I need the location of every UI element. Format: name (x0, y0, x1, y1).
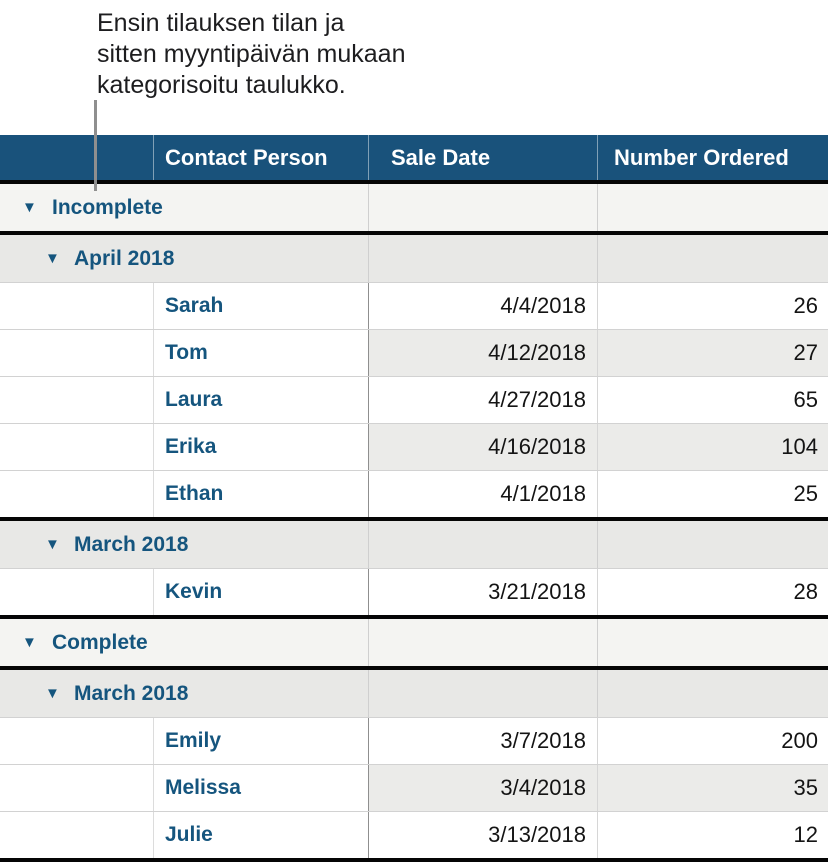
callout-pointer-line (94, 100, 97, 191)
table-row: Kevin 3/21/2018 28 (0, 568, 828, 615)
contact-person-cell[interactable]: Tom (153, 330, 368, 376)
disclosure-triangle-icon[interactable]: ▼ (22, 634, 37, 651)
table-row: Emily 3/7/2018 200 (0, 717, 828, 764)
contact-person-cell[interactable]: Melissa (153, 765, 368, 811)
row-indent-cell[interactable] (0, 283, 153, 329)
number-ordered-cell[interactable]: 28 (597, 569, 828, 615)
sale-date-cell[interactable]: 4/16/2018 (368, 424, 597, 470)
header-cell-empty[interactable] (0, 135, 153, 180)
row-indent-cell[interactable] (0, 765, 153, 811)
sale-date-cell[interactable]: 4/12/2018 (368, 330, 597, 376)
category-empty-cell[interactable] (368, 184, 597, 231)
sale-date-cell[interactable]: 3/21/2018 (368, 569, 597, 615)
category-row-complete: ▼ Complete (0, 615, 828, 666)
sale-date-cell[interactable]: 3/7/2018 (368, 718, 597, 764)
categorized-table: Contact Person Sale Date Number Ordered … (0, 135, 828, 862)
category-row-incomplete: ▼ Incomplete (0, 180, 828, 231)
sale-date-cell[interactable]: 4/1/2018 (368, 471, 597, 517)
contact-person-cell[interactable]: Sarah (153, 283, 368, 329)
category-empty-cell[interactable] (368, 521, 597, 568)
category-label: Incomplete (52, 195, 163, 219)
header-cell-contact-person[interactable]: Contact Person (153, 135, 368, 180)
contact-person-cell[interactable]: Emily (153, 718, 368, 764)
contact-person-cell[interactable]: Ethan (153, 471, 368, 517)
contact-person-cell[interactable]: Kevin (153, 569, 368, 615)
category-empty-cell[interactable] (368, 619, 597, 666)
sale-date-cell[interactable]: 4/4/2018 (368, 283, 597, 329)
number-ordered-cell[interactable]: 12 (597, 812, 828, 858)
table-header-row: Contact Person Sale Date Number Ordered (0, 135, 828, 180)
number-ordered-cell[interactable]: 200 (597, 718, 828, 764)
header-cell-number-ordered[interactable]: Number Ordered (597, 135, 828, 180)
category-empty-cell[interactable] (368, 670, 597, 717)
row-indent-cell[interactable] (0, 569, 153, 615)
disclosure-triangle-icon[interactable]: ▼ (22, 199, 37, 216)
row-indent-cell[interactable] (0, 424, 153, 470)
category-empty-cell[interactable] (597, 619, 828, 666)
contact-person-cell[interactable]: Laura (153, 377, 368, 423)
annotation-line: kategorisoitu taulukko. (97, 71, 346, 99)
category-label-cell[interactable]: ▼ Incomplete (0, 184, 368, 231)
table-row: Ethan 4/1/2018 25 (0, 470, 828, 517)
annotation-line: Ensin tilauksen tilan ja (97, 9, 345, 37)
row-indent-cell[interactable] (0, 718, 153, 764)
row-indent-cell[interactable] (0, 377, 153, 423)
disclosure-triangle-icon[interactable]: ▼ (45, 685, 60, 702)
row-indent-cell[interactable] (0, 471, 153, 517)
sale-date-cell[interactable]: 4/27/2018 (368, 377, 597, 423)
disclosure-triangle-icon[interactable]: ▼ (45, 250, 60, 267)
table-row: Melissa 3/4/2018 35 (0, 764, 828, 811)
header-cell-sale-date[interactable]: Sale Date (368, 135, 597, 180)
number-ordered-cell[interactable]: 25 (597, 471, 828, 517)
table-row: Julie 3/13/2018 12 (0, 811, 828, 858)
category-row-march-2018-complete: ▼ March 2018 (0, 666, 828, 717)
category-empty-cell[interactable] (368, 235, 597, 282)
contact-person-cell[interactable]: Julie (153, 812, 368, 858)
row-indent-cell[interactable] (0, 812, 153, 858)
category-empty-cell[interactable] (597, 184, 828, 231)
row-indent-cell[interactable] (0, 330, 153, 376)
category-label: March 2018 (74, 532, 189, 556)
category-label-cell[interactable]: ▼ March 2018 (0, 670, 368, 717)
number-ordered-cell[interactable]: 104 (597, 424, 828, 470)
sale-date-cell[interactable]: 3/4/2018 (368, 765, 597, 811)
disclosure-triangle-icon[interactable]: ▼ (45, 536, 60, 553)
sale-date-cell[interactable]: 3/13/2018 (368, 812, 597, 858)
number-ordered-cell[interactable]: 65 (597, 377, 828, 423)
number-ordered-cell[interactable]: 26 (597, 283, 828, 329)
category-label: Complete (52, 630, 148, 654)
category-label-cell[interactable]: ▼ Complete (0, 619, 368, 666)
category-empty-cell[interactable] (597, 235, 828, 282)
number-ordered-cell[interactable]: 27 (597, 330, 828, 376)
category-empty-cell[interactable] (597, 670, 828, 717)
annotation-caption: Ensin tilauksen tilan ja sitten myyntipä… (97, 8, 405, 101)
category-label-cell[interactable]: ▼ March 2018 (0, 521, 368, 568)
table-row: Sarah 4/4/2018 26 (0, 282, 828, 329)
category-label: April 2018 (74, 246, 175, 270)
category-label-cell[interactable]: ▼ April 2018 (0, 235, 368, 282)
category-row-april-2018: ▼ April 2018 (0, 231, 828, 282)
category-row-march-2018: ▼ March 2018 (0, 517, 828, 568)
table-row: Tom 4/12/2018 27 (0, 329, 828, 376)
number-ordered-cell[interactable]: 35 (597, 765, 828, 811)
table-row: Erika 4/16/2018 104 (0, 423, 828, 470)
annotation-line: sitten myyntipäivän mukaan (97, 40, 406, 68)
category-label: March 2018 (74, 681, 189, 705)
category-empty-cell[interactable] (597, 521, 828, 568)
table-row: Laura 4/27/2018 65 (0, 376, 828, 423)
contact-person-cell[interactable]: Erika (153, 424, 368, 470)
